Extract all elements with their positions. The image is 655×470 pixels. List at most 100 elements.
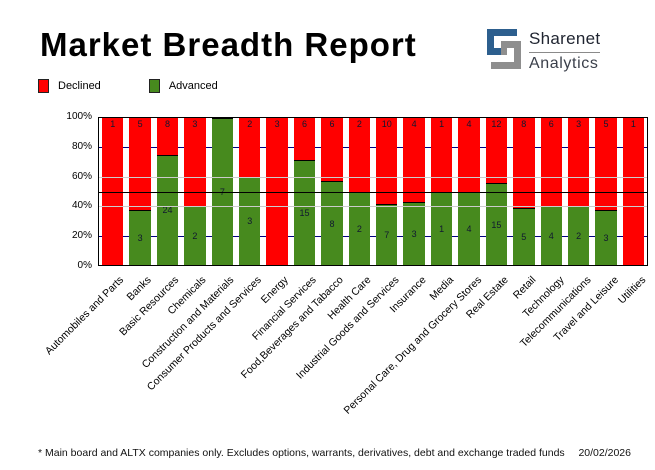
declined-count: 4 <box>466 119 472 129</box>
logo-brand: Sharenet <box>529 29 601 53</box>
advanced-count: 2 <box>576 231 582 242</box>
advanced-count: 3 <box>137 232 143 243</box>
declined-segment: 8 <box>513 118 535 209</box>
y-tick-label: 0% <box>77 260 92 271</box>
declined-segment: 3 <box>567 118 590 207</box>
report-date: 20/02/2026 <box>578 447 631 459</box>
advanced-count: 3 <box>411 229 417 239</box>
gridline-50 <box>99 191 647 193</box>
y-tick-label: 20% <box>71 230 92 242</box>
declined-count: 3 <box>192 119 198 130</box>
declined-segment: 6 <box>293 118 316 160</box>
declined-segment: 5 <box>129 118 151 210</box>
declined-segment: 4 <box>403 118 425 202</box>
logo-subtitle: Analytics <box>529 55 599 72</box>
declined-count: 10 <box>381 119 392 130</box>
y-tick-label: 40% <box>71 200 92 212</box>
advanced-segment: 4 <box>458 191 480 265</box>
gridline-40 <box>99 206 647 208</box>
declined-count: 6 <box>548 119 554 130</box>
declined-segment: 5 <box>595 118 617 210</box>
advanced-segment: 3 <box>239 176 261 265</box>
bar-column: 10 7 <box>373 118 400 265</box>
declined-count: 3 <box>274 119 280 129</box>
x-tick-label: Automobiles and Parts <box>43 274 127 358</box>
declined-count: 6 <box>302 119 308 129</box>
declined-count: 2 <box>356 119 362 129</box>
advanced-count: 2 <box>192 231 198 242</box>
declined-count: 4 <box>411 119 417 129</box>
chart-plot-area: 1538243272336156822107431144121585643253… <box>98 117 648 266</box>
advanced-segment: 5 <box>513 208 535 265</box>
declined-count: 12 <box>491 119 502 130</box>
gridline-80 <box>99 147 647 149</box>
declined-count: 2 <box>247 119 253 130</box>
legend-label-declined: Declined <box>58 80 101 92</box>
advanced-count: 7 <box>384 230 390 241</box>
bar-column: 8 24 <box>154 118 181 265</box>
declined-segment: 2 <box>348 118 371 192</box>
advanced-segment: 15 <box>485 183 508 265</box>
advanced-count: 4 <box>466 223 472 234</box>
sharenet-logo-icon <box>487 29 521 69</box>
sharenet-logo: Sharenet Analytics <box>487 29 601 73</box>
declined-segment: 6 <box>321 118 343 181</box>
declined-color-chip <box>38 79 49 93</box>
advanced-count: 15 <box>491 219 502 230</box>
footnote-text: * Main board and ALTX companies only. Ex… <box>38 447 565 459</box>
advanced-segment: 2 <box>184 206 206 265</box>
declined-segment: 4 <box>458 118 480 192</box>
y-tick-label: 100% <box>66 111 92 122</box>
legend-label-advanced: Advanced <box>168 80 218 92</box>
declined-segment: 12 <box>485 118 508 184</box>
advanced-segment: 24 <box>156 154 179 265</box>
advanced-count: 15 <box>299 208 310 218</box>
declined-count: 5 <box>603 119 609 129</box>
declined-count: 8 <box>165 119 171 129</box>
y-tick-label: 60% <box>71 170 92 182</box>
advanced-count: 8 <box>329 218 335 229</box>
declined-count: 3 <box>576 119 582 130</box>
logo-text: Sharenet Analytics <box>529 29 601 73</box>
advanced-segment: 3 <box>129 209 151 265</box>
gridline-60 <box>99 176 647 178</box>
chart-legend: Declined Advanced <box>38 79 218 93</box>
y-tick-label: 80% <box>71 140 92 152</box>
bar-column: 12 15 <box>483 118 510 265</box>
advanced-segment: 3 <box>403 202 425 265</box>
advanced-segment: 15 <box>293 160 316 265</box>
advanced-segment: 3 <box>595 209 617 265</box>
declined-count: 1 <box>110 119 116 129</box>
advanced-segment: 1 <box>430 191 453 265</box>
legend-item-declined: Declined <box>38 79 101 93</box>
bars-group: 1538243272336156822107431144121585643253… <box>99 118 647 265</box>
declined-count: 5 <box>137 119 143 129</box>
advanced-count: 5 <box>521 232 527 243</box>
declined-segment: 1 <box>430 118 453 192</box>
legend-item-advanced: Advanced <box>148 79 218 93</box>
advanced-segment: 7 <box>376 204 398 265</box>
advanced-count: 4 <box>548 231 554 242</box>
x-tick-label: Utilities <box>616 274 649 307</box>
declined-count: 6 <box>329 119 335 129</box>
declined-segment: 6 <box>540 118 562 207</box>
declined-count: 1 <box>439 119 445 129</box>
bar-column: 6 15 <box>291 118 318 265</box>
declined-segment: 8 <box>156 118 179 155</box>
declined-count: 8 <box>521 119 527 130</box>
declined-segment: 3 <box>184 118 206 207</box>
advanced-count: 2 <box>356 223 362 234</box>
advanced-segment: 4 <box>540 206 562 265</box>
